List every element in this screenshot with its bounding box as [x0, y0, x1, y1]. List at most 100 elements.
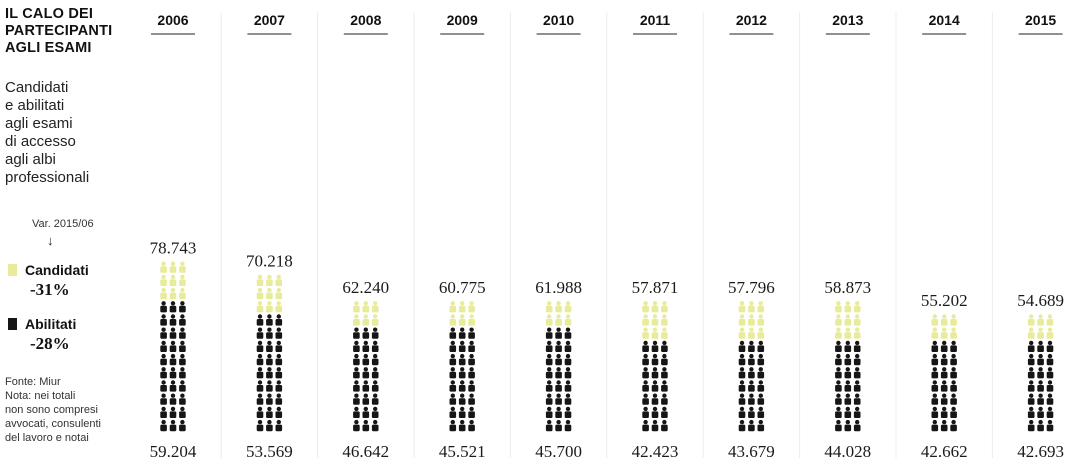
abilitati-icon [844, 406, 852, 418]
candidati-icon [1046, 314, 1054, 326]
abilitati-icon [748, 380, 755, 392]
column-2010: 2010 61.988 45.700 [535, 12, 582, 461]
candidati-icon [844, 301, 852, 313]
abilitati-icon [651, 367, 659, 379]
abilitati-icon [555, 393, 562, 405]
abilitati-icon [748, 353, 755, 366]
year-label: 2013 [832, 12, 863, 28]
abilitati-icon [275, 380, 283, 392]
abilitati-icon [661, 340, 668, 352]
abilitati-icon [362, 393, 370, 405]
candidati-icon [275, 287, 283, 300]
candidati-icon [256, 274, 264, 286]
abilitati-icon [642, 367, 649, 379]
abilitati-icon [353, 406, 360, 418]
candidati-value: 58.873 [824, 278, 871, 297]
description-line: professionali [5, 169, 90, 186]
column-2013: 2013 58.873 44.028 [824, 12, 871, 461]
abilitati-icon [545, 353, 553, 366]
abilitati-icon [651, 353, 659, 366]
abilitati-value: 45.700 [535, 442, 582, 461]
abilitati-icon [458, 380, 466, 392]
variation-label: Var. 2015/06 [32, 218, 94, 230]
abilitati-icon [160, 327, 167, 339]
abilitati-icon [835, 367, 842, 379]
candidati-icon [371, 301, 379, 313]
abilitati-icon [1037, 380, 1044, 392]
candidati-icon [748, 301, 755, 313]
candidati-icon [449, 314, 457, 326]
candidati-icon [835, 327, 842, 339]
abilitati-icon [555, 367, 562, 379]
abilitati-icon [1046, 367, 1054, 379]
abilitati-icon [835, 353, 842, 366]
abilitati-icon [950, 406, 957, 418]
abilitati-icon [362, 340, 370, 352]
abilitati-icon [1037, 419, 1044, 432]
abilitati-icon [275, 327, 283, 339]
candidati-icon [275, 274, 283, 286]
abilitati-icon [835, 419, 842, 432]
chart-description: Candidati e abilitati agli esami di acce… [5, 79, 135, 187]
abilitati-icon [353, 367, 360, 379]
abilitati-icon [371, 380, 379, 392]
abilitati-icon [931, 353, 939, 366]
abilitati-icon [169, 340, 177, 352]
abilitati-icon [950, 340, 957, 352]
abilitati-icon [940, 393, 948, 405]
abilitati-icon [169, 327, 177, 339]
candidati-icon [564, 301, 572, 313]
abilitati-icon [853, 393, 861, 405]
abilitati-icon [179, 314, 186, 326]
abilitati-icon [169, 314, 177, 326]
candidati-icon [458, 314, 466, 326]
candidati-icon [661, 327, 668, 339]
abilitati-icon [757, 406, 765, 418]
legend-candidati: Candidati -31% [8, 262, 89, 299]
candidati-icon [468, 301, 475, 313]
candidati-icon [555, 301, 562, 313]
abilitati-icon [371, 367, 379, 379]
abilitati-icon [545, 393, 553, 405]
abilitati-icon [545, 367, 553, 379]
abilitati-icon [179, 419, 186, 432]
abilitati-icon [458, 419, 466, 432]
abilitati-icon [564, 380, 572, 392]
abilitati-icon [853, 353, 861, 366]
abilitati-icon [160, 367, 167, 379]
candidati-icon [651, 327, 659, 339]
abilitati-icon [266, 406, 273, 418]
abilitati-icon [449, 327, 457, 339]
abilitati-icon [844, 419, 852, 432]
abilitati-icon [256, 340, 264, 352]
candidati-icon [266, 274, 273, 286]
description-line: agli albi [5, 151, 56, 168]
abilitati-icon [275, 419, 283, 432]
abilitati-icon [458, 367, 466, 379]
abilitati-icon [564, 327, 572, 339]
candidati-icon [371, 314, 379, 326]
abilitati-icon [545, 340, 553, 352]
abilitati-icon [844, 380, 852, 392]
abilitati-icon [642, 380, 649, 392]
abilitati-icon [179, 380, 186, 392]
candidati-icon [853, 301, 861, 313]
abilitati-icon [931, 406, 939, 418]
candidati-icon [642, 327, 649, 339]
abilitati-icon [256, 393, 264, 405]
candidati-icon [160, 274, 167, 286]
description-line: agli esami [5, 115, 73, 132]
abilitati-icon [371, 327, 379, 339]
candidati-icon [362, 301, 370, 313]
abilitati-icon [1027, 380, 1035, 392]
abilitati-icon [160, 340, 167, 352]
abilitati-icon [748, 367, 755, 379]
abilitati-icon [950, 353, 957, 366]
abilitati-icon [362, 380, 370, 392]
abilitati-icon [835, 380, 842, 392]
abilitati-icon [1027, 393, 1035, 405]
abilitati-icon [661, 419, 668, 432]
abilitati-icon [266, 353, 273, 366]
candidati-icon [950, 327, 957, 339]
abilitati-icon [371, 406, 379, 418]
